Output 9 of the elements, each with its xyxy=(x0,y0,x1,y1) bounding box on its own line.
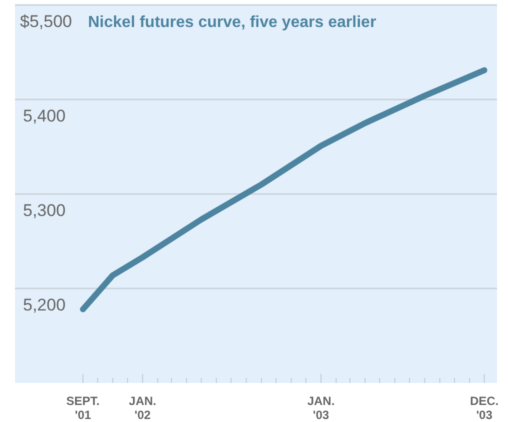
text: Nickel futures curve, five years earlier xyxy=(88,14,376,31)
y-tick-label: 5,400 xyxy=(23,106,66,126)
x-tick-label: JAN. '02 xyxy=(128,394,156,422)
y-tick-label: 5,300 xyxy=(23,201,66,220)
y-tick-label: 5,200 xyxy=(23,296,66,314)
y-tick-label: $5,500 xyxy=(20,12,72,31)
x-tick-label: JAN. '03 xyxy=(307,394,335,422)
x-tick-label: SEPT. '01 xyxy=(66,394,100,422)
x-tick-label: DEC. '03 xyxy=(470,394,499,422)
